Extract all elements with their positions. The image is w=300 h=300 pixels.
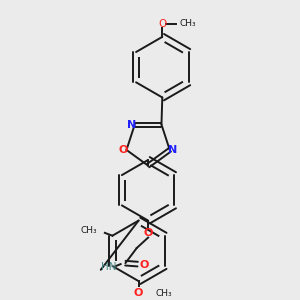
Text: HN: HN — [100, 262, 116, 272]
Text: O: O — [158, 19, 166, 28]
Text: O: O — [140, 260, 149, 270]
Text: CH₃: CH₃ — [156, 289, 172, 298]
Text: O: O — [119, 145, 128, 155]
Text: N: N — [127, 119, 136, 130]
Text: O: O — [134, 289, 143, 298]
Text: CH₃: CH₃ — [80, 226, 97, 236]
Text: N: N — [168, 145, 177, 155]
Text: CH₃: CH₃ — [179, 19, 196, 28]
Text: O: O — [143, 228, 153, 238]
